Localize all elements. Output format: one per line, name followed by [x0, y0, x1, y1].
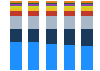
Bar	[28, 16, 39, 29]
Bar	[46, 1, 57, 3]
Bar	[82, 11, 93, 16]
Bar	[82, 16, 93, 29]
Bar	[28, 29, 39, 42]
Bar	[82, 1, 93, 3]
Bar	[64, 8, 75, 11]
Bar	[28, 11, 39, 16]
Bar	[10, 42, 22, 70]
Bar	[46, 8, 57, 11]
Bar	[28, 8, 39, 11]
Bar	[46, 11, 57, 16]
Bar	[10, 16, 22, 29]
Bar	[28, 1, 39, 3]
Bar	[64, 1, 75, 3]
Bar	[10, 1, 22, 3]
Bar	[64, 45, 75, 70]
Bar	[64, 3, 75, 4]
Bar	[28, 3, 39, 4]
Bar	[28, 42, 39, 70]
Bar	[46, 44, 57, 70]
Bar	[46, 16, 57, 29]
Bar	[82, 4, 93, 6]
Bar	[64, 6, 75, 8]
Bar	[10, 4, 22, 6]
Bar	[10, 6, 22, 8]
Bar	[10, 3, 22, 4]
Bar	[46, 3, 57, 4]
Bar	[64, 29, 75, 45]
Bar	[46, 29, 57, 44]
Bar	[46, 6, 57, 8]
Bar	[82, 3, 93, 4]
Bar	[82, 29, 93, 46]
Bar	[82, 8, 93, 11]
Bar	[10, 11, 22, 16]
Bar	[64, 16, 75, 29]
Bar	[10, 29, 22, 42]
Bar	[82, 6, 93, 8]
Bar	[10, 8, 22, 11]
Bar	[82, 46, 93, 70]
Bar	[28, 6, 39, 8]
Bar	[28, 4, 39, 6]
Bar	[64, 4, 75, 6]
Bar	[64, 11, 75, 16]
Bar	[46, 4, 57, 6]
